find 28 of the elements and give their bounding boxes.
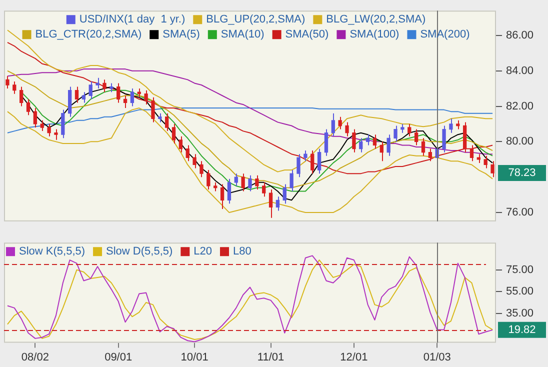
y-tick-label: 76.00	[506, 206, 534, 219]
legend-label: L80	[233, 246, 252, 258]
legend-label: Slow K(5,5,5)	[19, 246, 86, 258]
x-tick-label: 09/01	[104, 351, 132, 364]
x-tick-label: 12/01	[340, 351, 368, 364]
y-tick-label: 35.00	[506, 307, 534, 320]
x-tick-label: 08/02	[21, 351, 49, 364]
x-tick-label: 10/01	[180, 351, 208, 364]
legend-label: L20	[194, 246, 212, 258]
y-tick-label: 86.00	[506, 29, 534, 42]
legend-label: USD/INX(1 day 1 yr.)	[79, 14, 186, 26]
legend-label: Slow D(5,5,5)	[106, 246, 173, 258]
legend-label: BLG_UP(20,2,SMA)	[206, 14, 306, 26]
y-tick-label: 82.00	[506, 100, 534, 112]
legend-label: BLG_LW(20,2,SMA)	[326, 14, 426, 26]
text: 78.23	[508, 167, 536, 180]
x-tick-label: 01/03	[423, 351, 451, 364]
y-tick-label: 80.00	[506, 136, 534, 148]
legend-label: BLG_CTR(20,2,SMA)	[35, 28, 142, 41]
legend-label: SMA(50)	[285, 28, 329, 41]
legend-label: SMA(100)	[350, 28, 400, 41]
x-tick-label: 11/01	[257, 351, 284, 364]
legend-label: SMA(5)	[162, 28, 200, 41]
text: 19.82	[508, 324, 536, 336]
y-tick-label: 84.00	[506, 64, 534, 77]
y-tick-label: 55.00	[506, 286, 534, 298]
legend-label: SMA(10)	[220, 28, 264, 41]
y-tick-label: 75.00	[506, 264, 534, 276]
